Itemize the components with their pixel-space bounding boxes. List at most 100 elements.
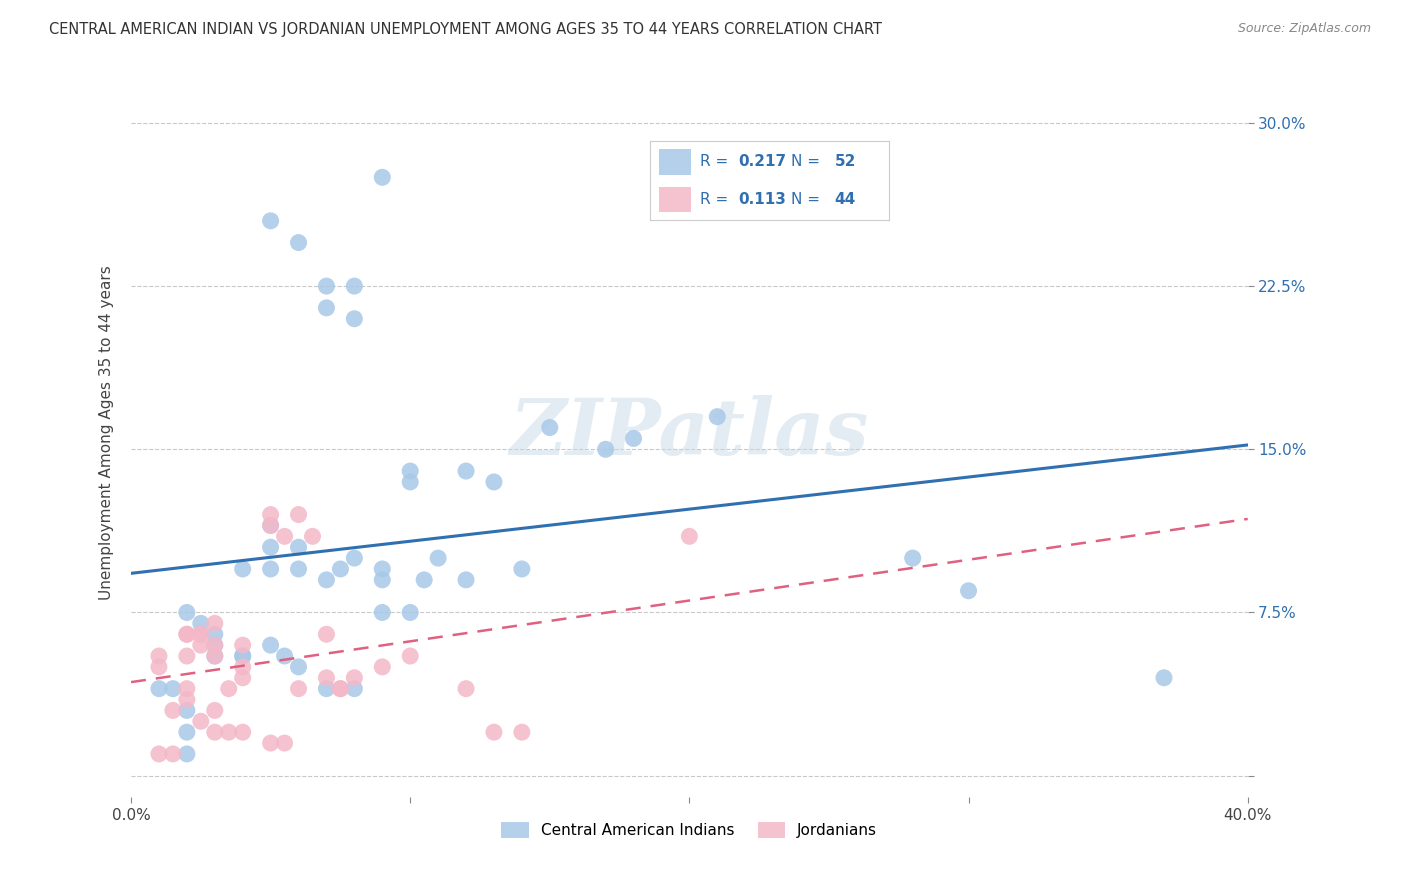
- Point: [232, 660, 254, 674]
- Text: 0.113: 0.113: [738, 193, 786, 207]
- Point: [176, 692, 198, 706]
- Point: [413, 573, 436, 587]
- Text: N =: N =: [792, 193, 825, 207]
- Point: [148, 681, 170, 696]
- Point: [273, 529, 295, 543]
- Text: R =: R =: [700, 193, 733, 207]
- Text: 44: 44: [834, 193, 856, 207]
- Point: [162, 703, 184, 717]
- Text: 52: 52: [834, 154, 856, 169]
- Point: [190, 616, 212, 631]
- Text: 0.217: 0.217: [738, 154, 786, 169]
- Point: [343, 551, 366, 566]
- Point: [204, 703, 226, 717]
- Point: [204, 638, 226, 652]
- Point: [232, 648, 254, 663]
- Point: [329, 681, 352, 696]
- Point: [343, 279, 366, 293]
- Text: N =: N =: [792, 154, 825, 169]
- Point: [232, 671, 254, 685]
- Point: [315, 301, 337, 315]
- Point: [706, 409, 728, 424]
- Point: [190, 714, 212, 729]
- Point: [162, 747, 184, 761]
- Point: [510, 562, 533, 576]
- Point: [259, 562, 281, 576]
- Point: [190, 627, 212, 641]
- Point: [176, 725, 198, 739]
- Point: [232, 638, 254, 652]
- Point: [176, 627, 198, 641]
- Point: [315, 279, 337, 293]
- Point: [315, 573, 337, 587]
- Point: [273, 736, 295, 750]
- Point: [454, 573, 477, 587]
- Point: [399, 464, 422, 478]
- Point: [454, 464, 477, 478]
- Text: ZIPatlas: ZIPatlas: [510, 395, 869, 471]
- Point: [287, 562, 309, 576]
- Point: [315, 671, 337, 685]
- Point: [190, 638, 212, 652]
- Point: [315, 681, 337, 696]
- Point: [259, 518, 281, 533]
- Point: [371, 606, 394, 620]
- Point: [232, 562, 254, 576]
- Point: [218, 725, 240, 739]
- Point: [148, 660, 170, 674]
- Point: [259, 508, 281, 522]
- Point: [204, 648, 226, 663]
- Point: [176, 648, 198, 663]
- Point: [259, 518, 281, 533]
- Point: [204, 648, 226, 663]
- Point: [957, 583, 980, 598]
- Point: [595, 442, 617, 457]
- Point: [259, 736, 281, 750]
- Point: [371, 170, 394, 185]
- Point: [371, 573, 394, 587]
- Point: [259, 214, 281, 228]
- Bar: [659, 187, 690, 212]
- Point: [482, 475, 505, 489]
- Point: [204, 638, 226, 652]
- Point: [176, 747, 198, 761]
- Point: [1153, 671, 1175, 685]
- Point: [315, 627, 337, 641]
- Point: [218, 681, 240, 696]
- Point: [176, 627, 198, 641]
- Point: [204, 627, 226, 641]
- Point: [399, 606, 422, 620]
- Point: [301, 529, 323, 543]
- Point: [148, 747, 170, 761]
- Point: [287, 540, 309, 554]
- Text: R =: R =: [700, 154, 733, 169]
- Bar: [659, 149, 690, 175]
- Text: Source: ZipAtlas.com: Source: ZipAtlas.com: [1237, 22, 1371, 36]
- Point: [343, 311, 366, 326]
- Point: [399, 648, 422, 663]
- Point: [343, 681, 366, 696]
- Point: [232, 648, 254, 663]
- Point: [399, 475, 422, 489]
- Point: [190, 627, 212, 641]
- Point: [176, 606, 198, 620]
- Point: [427, 551, 450, 566]
- Point: [510, 725, 533, 739]
- Point: [371, 562, 394, 576]
- Point: [329, 681, 352, 696]
- Y-axis label: Unemployment Among Ages 35 to 44 years: Unemployment Among Ages 35 to 44 years: [100, 266, 114, 600]
- Point: [482, 725, 505, 739]
- Point: [678, 529, 700, 543]
- Point: [148, 648, 170, 663]
- Text: CENTRAL AMERICAN INDIAN VS JORDANIAN UNEMPLOYMENT AMONG AGES 35 TO 44 YEARS CORR: CENTRAL AMERICAN INDIAN VS JORDANIAN UNE…: [49, 22, 882, 37]
- Point: [176, 703, 198, 717]
- Point: [538, 420, 561, 434]
- Point: [204, 725, 226, 739]
- Point: [287, 508, 309, 522]
- Point: [204, 616, 226, 631]
- Point: [259, 638, 281, 652]
- Point: [454, 681, 477, 696]
- Point: [287, 660, 309, 674]
- Point: [623, 432, 645, 446]
- Legend: Central American Indians, Jordanians: Central American Indians, Jordanians: [495, 816, 883, 845]
